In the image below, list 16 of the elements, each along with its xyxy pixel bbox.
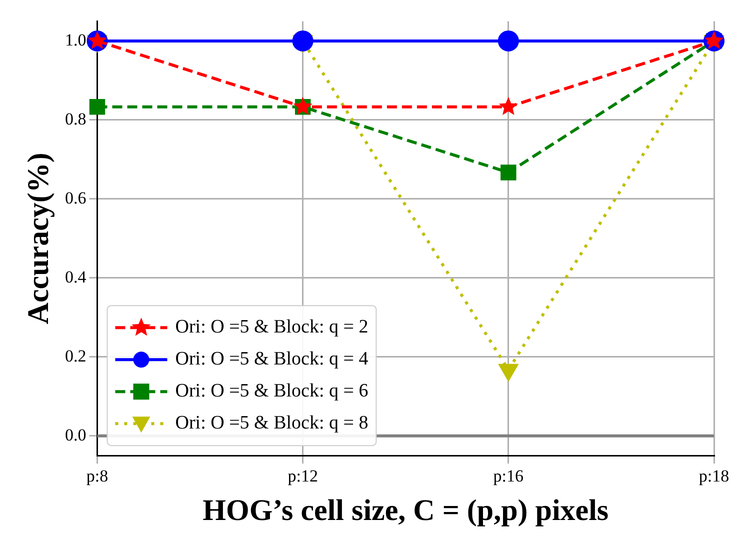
legend-label: Ori: O =5 & Block: q = 2 — [175, 316, 368, 338]
x-tick-label: p:12 — [288, 466, 318, 486]
y-tick-label: 0.4 — [65, 267, 87, 286]
x-tick-label: p:8 — [86, 466, 108, 486]
x-tick-label: p:16 — [493, 466, 524, 486]
y-tick-label: 0.8 — [65, 109, 86, 128]
legend-label: Ori: O =5 & Block: q = 4 — [175, 348, 369, 370]
y-tick-label: 0.6 — [65, 188, 86, 208]
legend-label: Ori: O =5 & Block: q = 8 — [175, 412, 368, 434]
x-axis-title: HOG’s cell size, C = (p,p) pixels — [202, 494, 609, 527]
y-tick-label: 1.0 — [65, 30, 86, 50]
legend-label: Ori: O =5 & Block: q = 6 — [175, 380, 368, 402]
y-tick-label: 0.0 — [65, 425, 86, 444]
x-tick-label: p:18 — [698, 466, 730, 486]
y-axis-title: Accuracy(%) — [22, 152, 55, 324]
y-tick-label: 0.2 — [65, 346, 86, 366]
